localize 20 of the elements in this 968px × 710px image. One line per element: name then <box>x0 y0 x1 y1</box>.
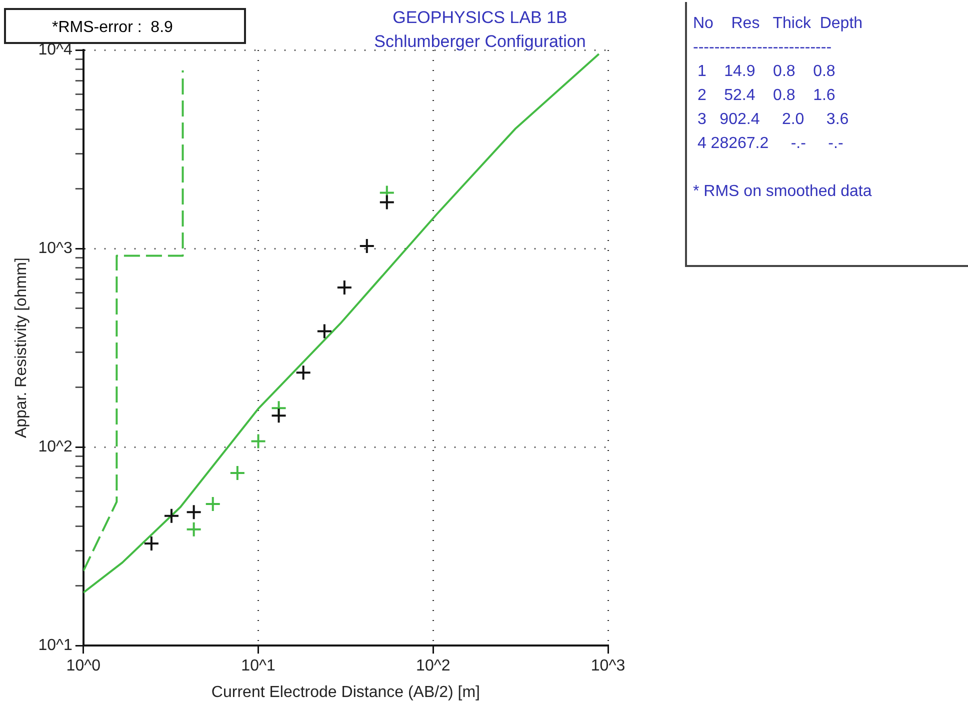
y-tick-label: 10^1 <box>38 637 73 654</box>
x-tick-label: 10^2 <box>416 658 450 675</box>
x-tick-label: 10^0 <box>66 658 101 675</box>
x-axis-title: Current Electrode Distance (AB/2) [m] <box>211 684 480 701</box>
text: *RMS-error : 8.9 <box>52 19 173 36</box>
x-tick-label: 10^1 <box>241 658 276 675</box>
y-tick-label: 10^2 <box>38 438 73 456</box>
x-tick-label: 10^3 <box>590 658 626 675</box>
text: No Res Thick Depth <box>693 14 864 34</box>
text: 2 52.4 0.8 1.6 <box>696 86 836 106</box>
chart-title: GEOPHYSICS LAB 1B <box>392 8 568 28</box>
text: * RMS on smoothed data <box>693 182 873 202</box>
text: 1 14.9 0.8 0.8 <box>696 62 836 82</box>
text: 4 28267.2 -.- -.- <box>696 134 844 154</box>
y-axis-title: Appar. Resistivity [ohmm] <box>13 258 30 438</box>
y-tick-label: 10^4 <box>38 41 73 58</box>
chart-subtitle: Schlumberger Configuration <box>373 32 587 52</box>
y-tick-label: 10^3 <box>38 240 73 257</box>
text: 3 902.4 2.0 3.6 <box>696 110 850 130</box>
text: -------------------------- <box>693 38 833 58</box>
